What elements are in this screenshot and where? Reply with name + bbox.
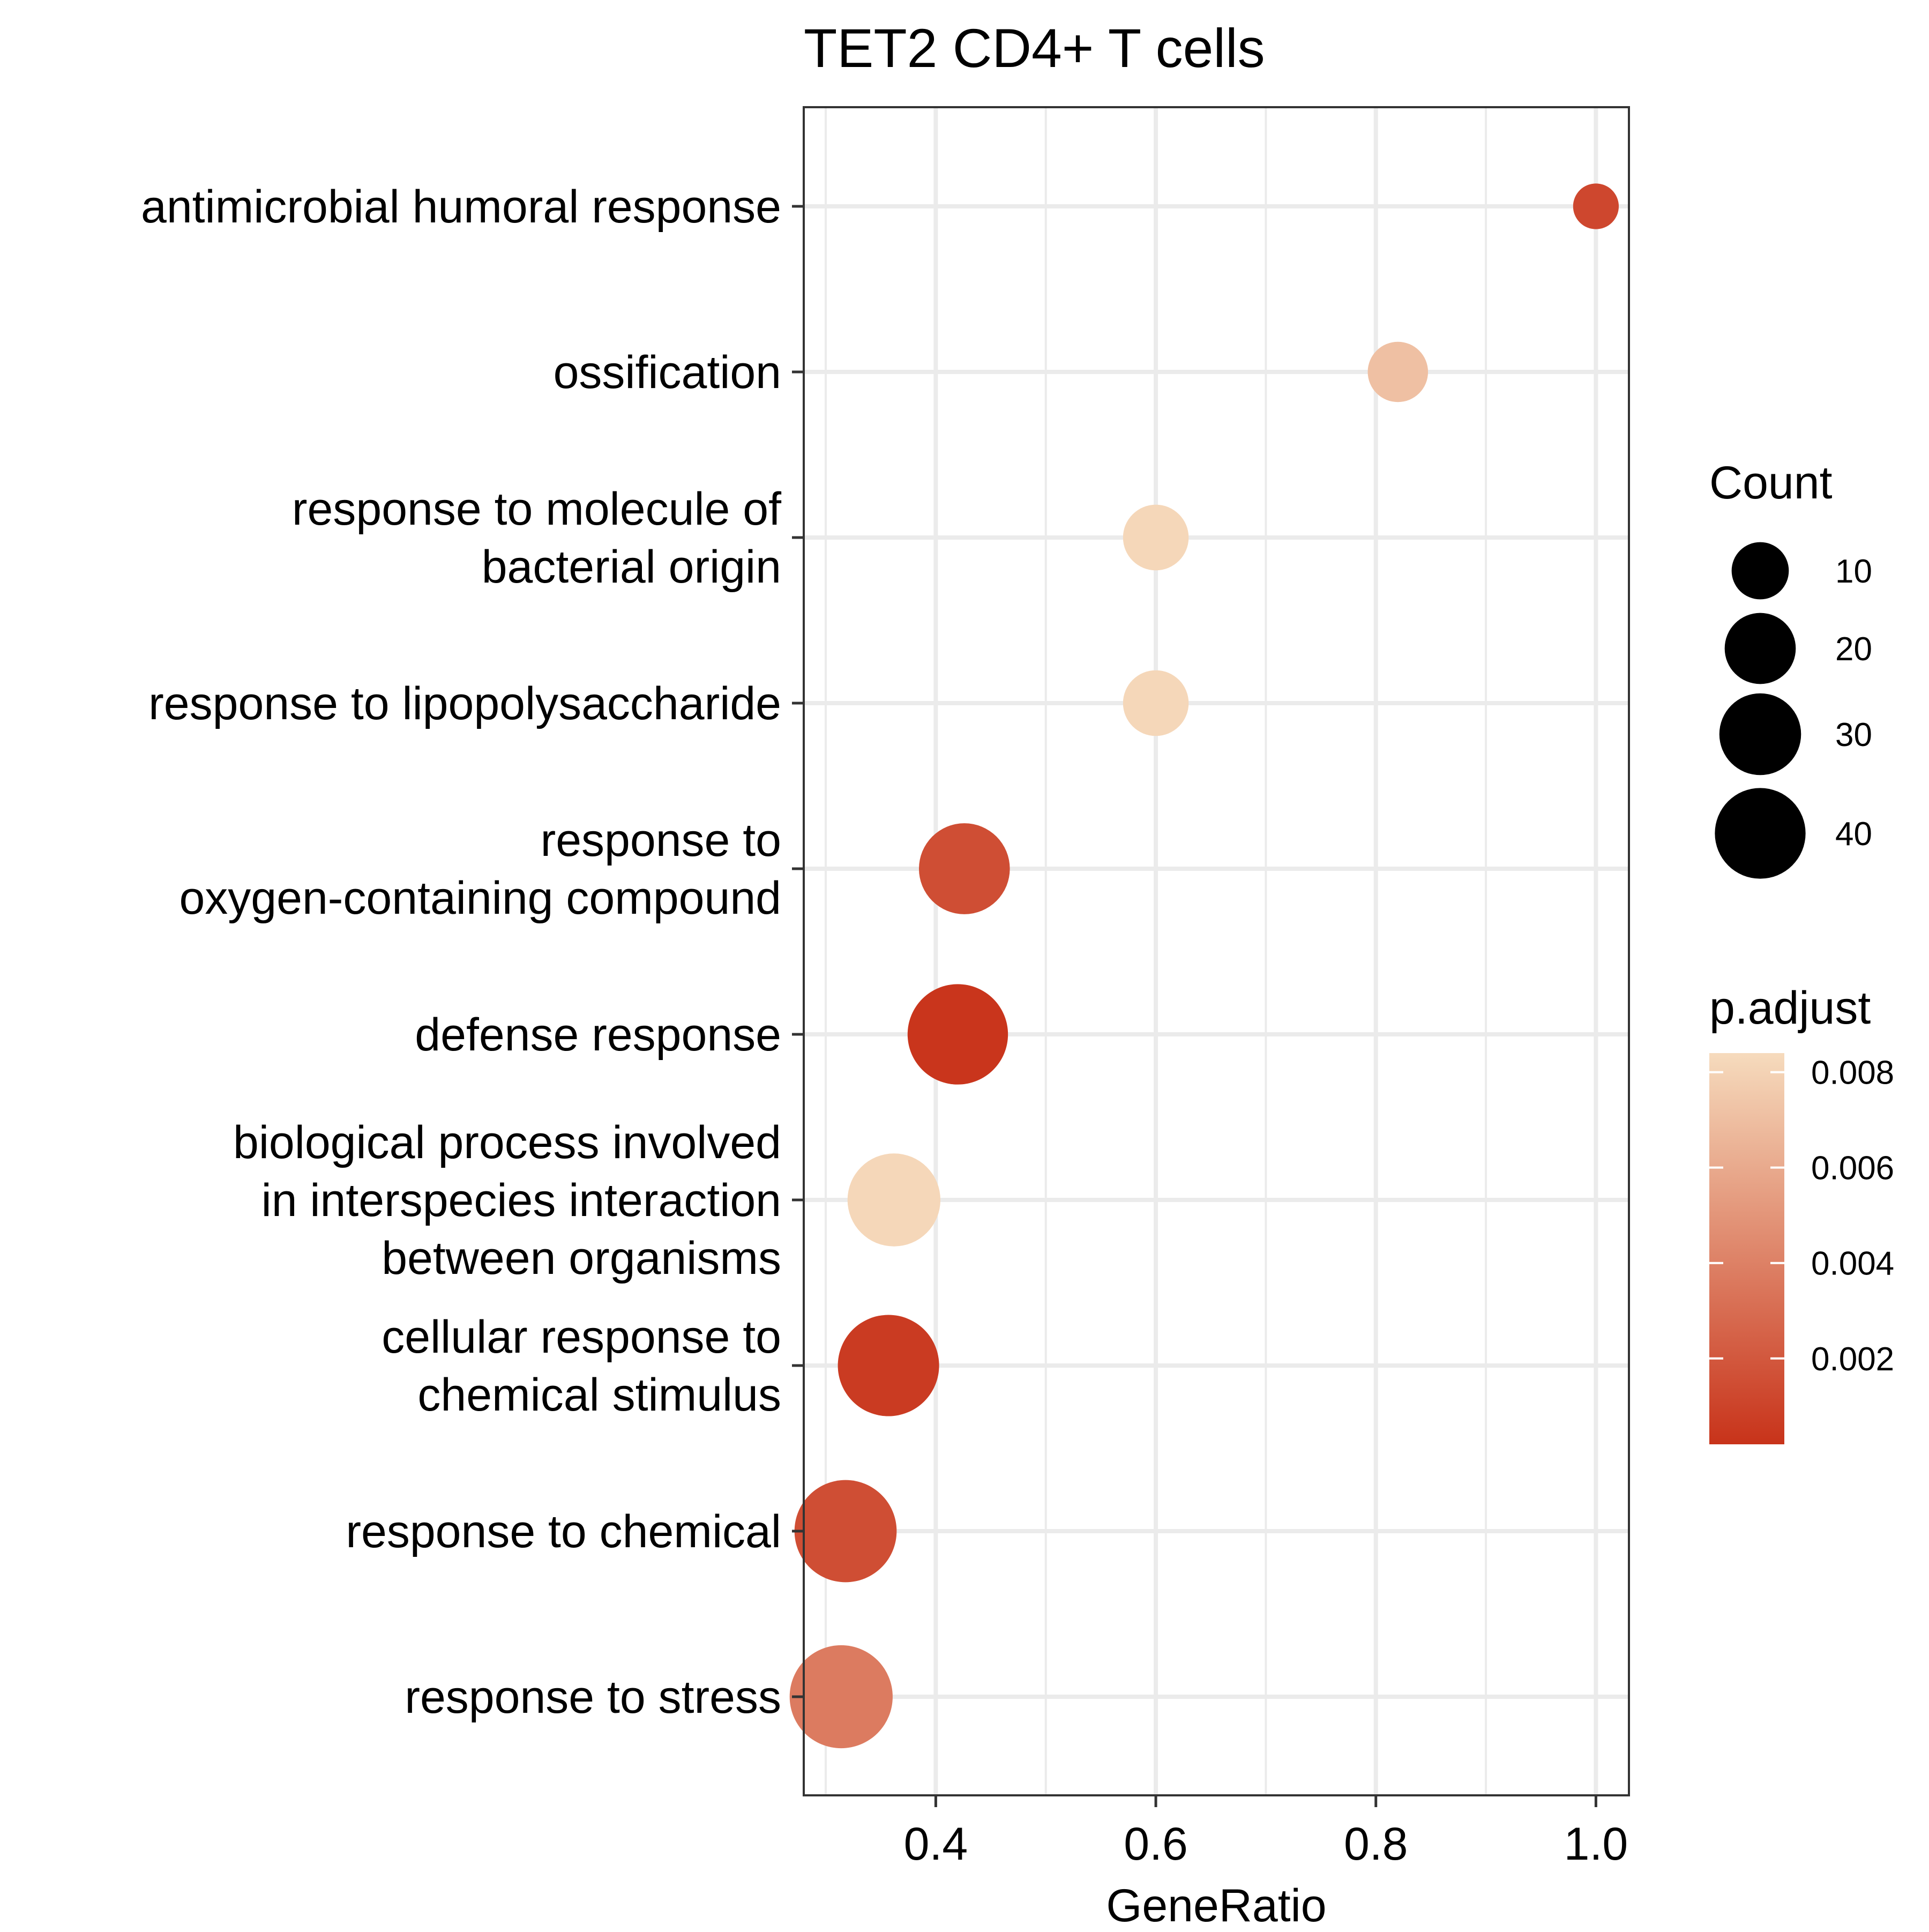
y-tick-label: response to lipopolysaccharide (148, 678, 781, 729)
padjust-legend: p.adjust 0.008 0.006 0.004 0.002 (1709, 982, 1894, 1444)
chart-title: TET2 CD4+ T cells (804, 18, 1265, 79)
count-legend-dot (1724, 613, 1796, 684)
colorbar-label: 0.002 (1811, 1341, 1894, 1378)
count-legend: Count 10 20 30 40 (1709, 457, 1872, 879)
count-legend-label: 40 (1835, 816, 1872, 853)
y-tick-label: antimicrobial humoral response (141, 181, 781, 233)
data-point (1123, 504, 1189, 571)
colorbar-label: 0.006 (1811, 1150, 1894, 1187)
y-axis: antimicrobial humoral response ossificati… (141, 181, 804, 1723)
data-point (1367, 341, 1429, 402)
y-tick-label: response to molecule of bacterial origin (292, 483, 782, 593)
data-point (1573, 183, 1619, 229)
data-point (789, 1645, 893, 1749)
y-tick-label: ossification (554, 347, 781, 398)
data-point (907, 984, 1008, 1085)
count-legend-label: 20 (1835, 631, 1872, 668)
x-tick-label: 0.4 (904, 1818, 968, 1870)
x-tick-label: 0.8 (1344, 1818, 1408, 1870)
padjust-legend-title: p.adjust (1709, 982, 1871, 1034)
count-legend-title: Count (1709, 457, 1833, 509)
y-tick-label: biological process involved in interspeci… (233, 1117, 781, 1284)
count-legend-dot (1731, 542, 1789, 600)
colorbar-label: 0.004 (1811, 1245, 1894, 1282)
y-tick-label: response to oxygen-containing compound (179, 815, 781, 924)
count-legend-dot (1715, 788, 1806, 879)
plot-panel-border (803, 106, 1630, 1796)
padjust-colorbar (1709, 1053, 1784, 1444)
count-legend-dot (1719, 693, 1801, 775)
data-point (1123, 670, 1189, 736)
data-point (838, 1315, 939, 1416)
plot-panel-background (804, 107, 1629, 1795)
y-tick-label: response to stress (405, 1672, 781, 1723)
y-tick-label: cellular response to chemical stimulus (382, 1311, 781, 1421)
x-tick-label: 1.0 (1564, 1818, 1628, 1870)
data-points (789, 183, 1619, 1749)
colorbar-label: 0.008 (1811, 1055, 1894, 1092)
x-tick-label: 0.6 (1124, 1818, 1188, 1870)
x-axis-title: GeneRatio (1106, 1880, 1326, 1929)
y-tick-label: response to chemical (346, 1506, 781, 1557)
y-tick-label: defense response (415, 1009, 781, 1061)
data-point (794, 1480, 897, 1583)
x-axis: 0.4 0.6 0.8 1.0 (904, 1795, 1628, 1870)
count-legend-label: 30 (1835, 717, 1872, 754)
grid-lines (804, 107, 1629, 1795)
count-legend-label: 10 (1835, 553, 1872, 590)
data-point (847, 1153, 941, 1247)
data-point (918, 823, 1010, 914)
